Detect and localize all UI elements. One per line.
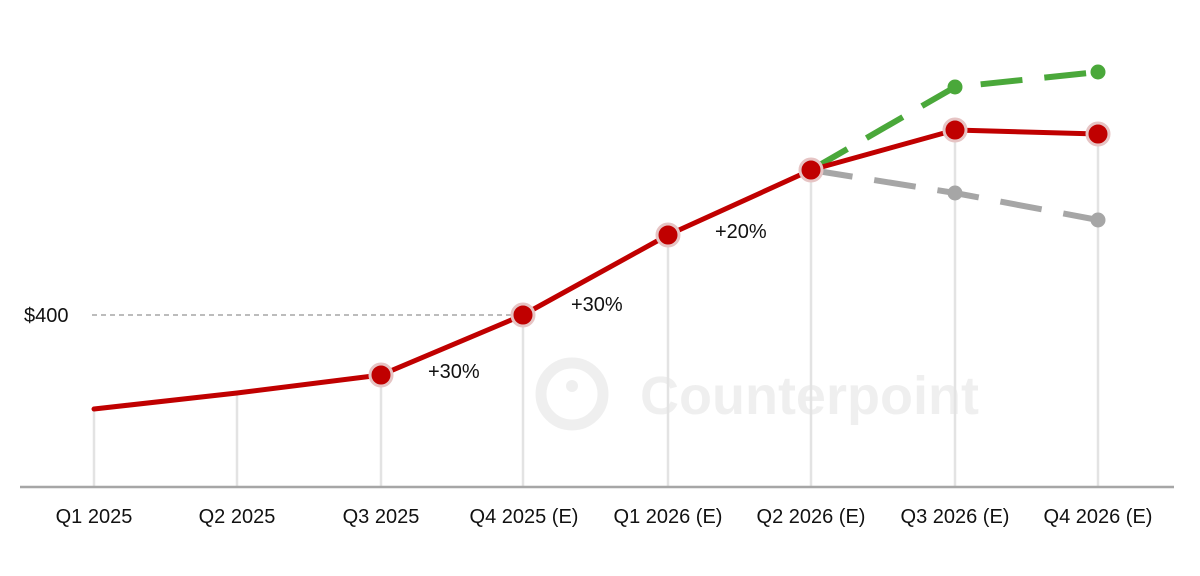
base-point: [942, 117, 968, 143]
watermark-text: Counterpoint: [640, 366, 979, 426]
base-point: [510, 302, 536, 328]
x-tick-label: Q4 2025 (E): [470, 506, 579, 528]
downside-point: [947, 185, 963, 201]
reference-label: $400: [24, 305, 69, 327]
x-tick-label: Q3 2025: [343, 506, 420, 528]
x-tick-label: Q2 2025: [199, 506, 276, 528]
x-tick-labels: Q1 2025 Q2 2025 Q3 2025 Q4 2025 (E) Q1 2…: [56, 506, 1153, 528]
series-base-line: [91, 127, 1101, 412]
growth-annotation: +20%: [715, 221, 767, 243]
x-tick-label: Q3 2026 (E): [901, 506, 1010, 528]
growth-annotation: +30%: [428, 361, 480, 383]
upside-point: [947, 79, 963, 95]
base-point: [655, 222, 681, 248]
x-tick-label: Q1 2025: [56, 506, 133, 528]
watermark: Counterpoint: [535, 357, 979, 431]
x-tick-label: Q4 2026 (E): [1044, 506, 1153, 528]
base-point: [368, 362, 394, 388]
growth-annotation: +30%: [571, 294, 623, 316]
upside-point: [1090, 64, 1106, 80]
x-tick-label: Q2 2026 (E): [757, 506, 866, 528]
base-points: [368, 117, 1111, 388]
downside-point: [1090, 212, 1106, 228]
base-point: [798, 157, 824, 183]
x-tick-label: Q1 2026 (E): [614, 506, 723, 528]
counterpoint-logo-icon: [535, 357, 609, 431]
base-point: [1085, 121, 1111, 147]
